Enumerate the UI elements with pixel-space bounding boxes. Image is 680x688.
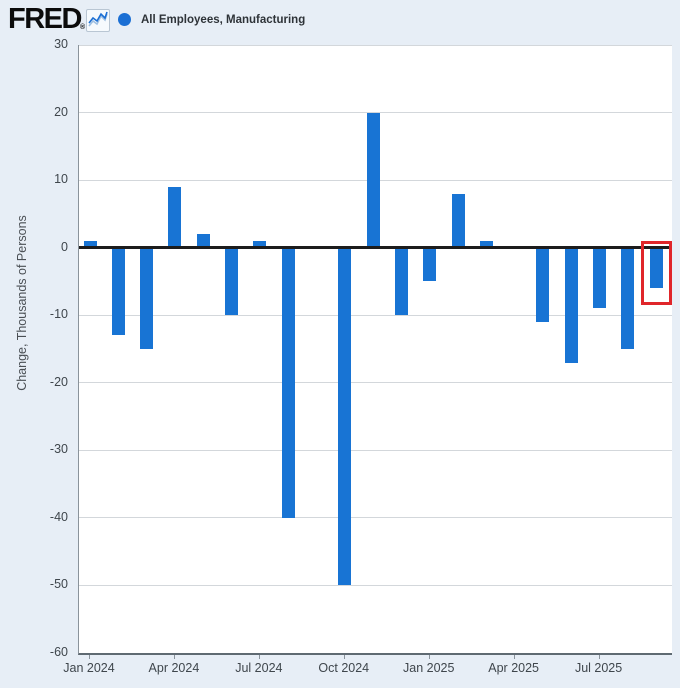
y-tick-label: -40 xyxy=(49,509,68,524)
bar-sep-2025[interactable] xyxy=(649,247,663,289)
bar-jun-2025[interactable] xyxy=(564,247,578,363)
bar-jul-2025[interactable] xyxy=(593,247,607,309)
bar-mar-2025[interactable] xyxy=(479,240,493,248)
y-gridline xyxy=(79,314,672,316)
y-tick-label: 10 xyxy=(54,172,68,187)
y-tick-label: -60 xyxy=(49,645,68,659)
x-tick-mark xyxy=(173,655,175,659)
y-axis-title: Change, Thousands of Persons xyxy=(15,215,29,391)
y-tick-label: 30 xyxy=(54,37,68,51)
x-tick-mark xyxy=(89,655,90,659)
plot-area xyxy=(78,44,672,655)
bar-apr-2024[interactable] xyxy=(168,186,182,248)
graph-header: FRED ® All Employees, Manufacturing xyxy=(0,0,680,38)
bar-may-2024[interactable] xyxy=(196,234,210,248)
bar-mar-2024[interactable] xyxy=(140,247,154,349)
bar-aug-2025[interactable] xyxy=(621,247,635,349)
registered-mark-icon: ® xyxy=(80,24,86,31)
bar-dec-2024[interactable] xyxy=(394,247,408,316)
highlight-box xyxy=(640,240,672,306)
zero-line xyxy=(79,246,672,250)
bar-nov-2024[interactable] xyxy=(366,112,380,248)
y-gridline xyxy=(79,584,672,586)
y-tick-label: -30 xyxy=(49,442,68,457)
y-gridline xyxy=(79,449,672,451)
x-tick-mark xyxy=(513,655,515,659)
bar-jan-2024[interactable] xyxy=(83,240,97,248)
bar-aug-2024[interactable] xyxy=(281,247,295,518)
bar-jan-2025[interactable] xyxy=(423,247,437,282)
x-tick-label: Oct 2024 xyxy=(318,661,370,675)
legend-marker-icon xyxy=(118,13,131,26)
x-tick-mark xyxy=(258,655,260,659)
x-tick-label: Jan 2024 xyxy=(63,661,115,675)
x-tick-label: Jan 2025 xyxy=(403,661,455,675)
y-tick-label: 20 xyxy=(54,104,68,119)
x-tick-label: Apr 2025 xyxy=(488,661,539,675)
legend-label: All Employees, Manufacturing xyxy=(141,14,306,26)
x-tick-mark xyxy=(428,655,430,659)
y-tick-label: -50 xyxy=(49,577,68,592)
bar-feb-2025[interactable] xyxy=(451,193,465,248)
sparkline-icon xyxy=(86,9,110,32)
y-tick-label: -20 xyxy=(49,374,68,389)
y-tick-label: -10 xyxy=(49,307,68,322)
bar-feb-2024[interactable] xyxy=(111,247,125,336)
y-tick-label: 0 xyxy=(61,239,68,254)
bar-jun-2024[interactable] xyxy=(225,247,239,316)
y-gridline xyxy=(79,44,672,46)
x-tick-mark xyxy=(598,655,600,659)
y-gridline xyxy=(79,382,672,384)
x-tick-label: Jul 2025 xyxy=(574,661,623,675)
x-tick-label: Jul 2024 xyxy=(235,661,283,675)
fred-logo: FRED xyxy=(8,3,82,35)
y-gridline xyxy=(79,517,672,519)
x-tick-mark xyxy=(343,655,345,659)
x-tick-label: Apr 2024 xyxy=(148,661,200,675)
bar-may-2025[interactable] xyxy=(536,247,550,322)
bar-oct-2024[interactable] xyxy=(338,247,352,586)
bar-jul-2024[interactable] xyxy=(253,240,267,248)
